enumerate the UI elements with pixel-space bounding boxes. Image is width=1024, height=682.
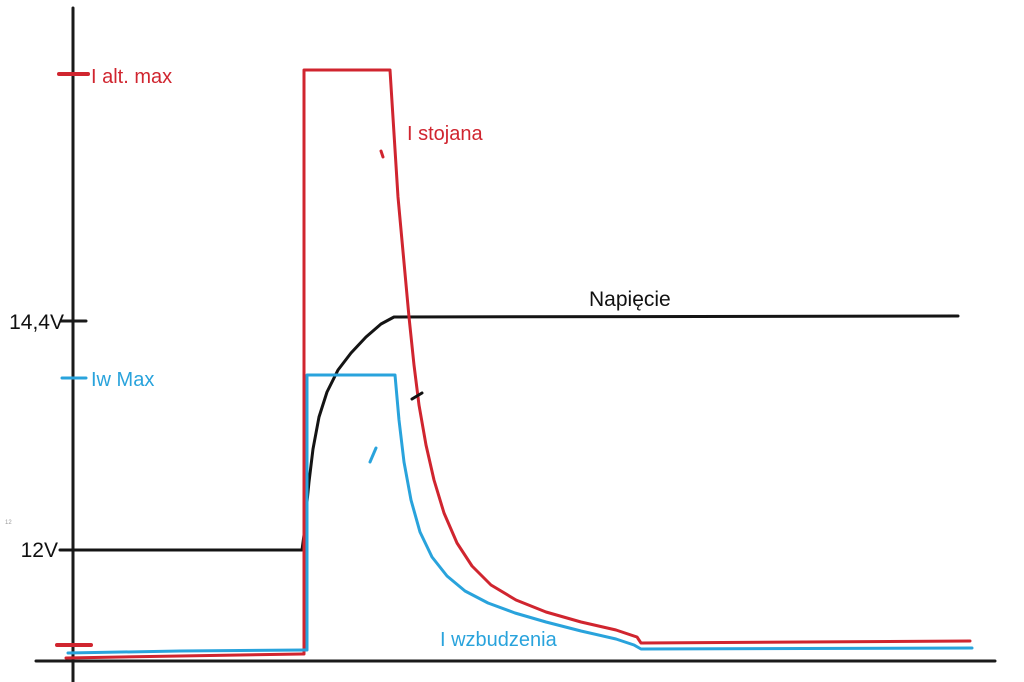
cyan-slash-mark: [368, 446, 378, 464]
label-12-tiny: 12: [5, 520, 12, 526]
series-napiecie: [58, 314, 960, 552]
curve-label-i-stojana: I stojana: [407, 123, 483, 145]
label-14-4v: 14,4V: [9, 311, 64, 334]
red-speck-mark: [379, 149, 385, 159]
curve-label-napiecie: Napięcie: [589, 288, 671, 311]
label-i-alt-max: I alt. max: [91, 66, 172, 88]
label-iw-max: Iw Max: [91, 369, 154, 391]
label-12v: 12V: [21, 539, 58, 562]
black-cross-mark: [410, 391, 424, 401]
curve-label-i-wzbudzenia: I wzbudzenia: [440, 629, 558, 651]
series-i-stojana: [64, 68, 972, 660]
series-i-wzbudzenia: [66, 373, 974, 655]
